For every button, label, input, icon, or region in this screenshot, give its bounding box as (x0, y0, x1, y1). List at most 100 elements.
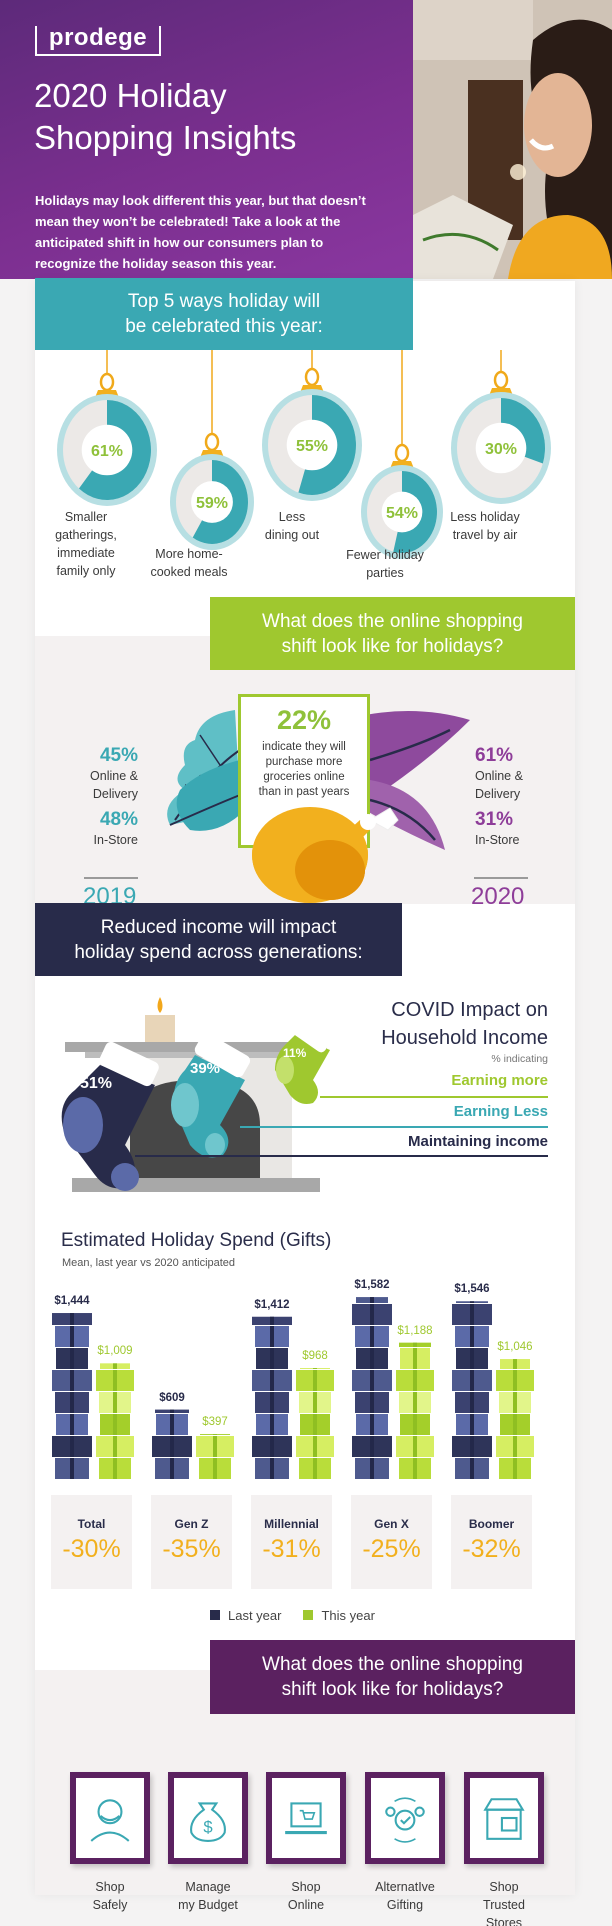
gift-ribbon (470, 1436, 474, 1457)
candle-icon (145, 997, 175, 1043)
bar-this-year (96, 1363, 134, 1479)
2020-online-label: Delivery (475, 787, 521, 801)
bar-value-label: $1,188 (397, 1324, 433, 1337)
bar-last-year (152, 1409, 192, 1479)
gift-ribbon (213, 1436, 217, 1457)
ornament-label-line: parties (366, 566, 404, 580)
tip-label: Shop Trusted Stores (459, 1878, 549, 1926)
change-pct: -32% (462, 1535, 521, 1563)
tip-label-line: my Budget (178, 1898, 238, 1912)
hero-photo (413, 0, 612, 279)
tip-label-line: Safely (92, 1898, 128, 1912)
teal-leaf-icon (167, 710, 245, 831)
gift-ribbon (370, 1370, 374, 1391)
page-title: 2020 Holiday Shopping Insights (34, 75, 394, 159)
gift-ribbon (370, 1304, 374, 1325)
bar-value-label: $397 (202, 1416, 228, 1429)
gift-ribbon (370, 1458, 374, 1479)
bar-this-year (296, 1368, 334, 1479)
gift-ribbon (370, 1348, 374, 1369)
gift-ribbon (413, 1370, 417, 1391)
ornament-label: Less dining out (237, 508, 347, 544)
ornament-label-line: immediate (57, 546, 115, 560)
generation-box: Boomer -32% (451, 1495, 532, 1589)
ornament-chart: 61% 59% 55% 54% 30% (57, 350, 551, 559)
legend-swatch (210, 1610, 220, 1620)
ornament-label: Less holiday travel by air (430, 508, 540, 544)
gift-ribbon (470, 1414, 474, 1435)
tip-label-line: Gifting (386, 1898, 424, 1912)
income-banner-line-1: Reduced income will impact (100, 916, 337, 938)
ornament-center (81, 424, 133, 476)
gift-ribbon (113, 1458, 117, 1479)
tip-label-line: Shop (489, 1880, 519, 1894)
stocking-more-pct: 11% (283, 1046, 307, 1060)
gift-ribbon (170, 1458, 174, 1479)
generation-box: Millennial -31% (251, 1495, 332, 1589)
divider (474, 877, 528, 879)
tip-label: AlternatIve Gifting (360, 1878, 450, 1914)
gift-ribbon (370, 1392, 374, 1413)
ornament-label: Fewer holiday parties (330, 546, 440, 582)
tip-label-line: Shop (291, 1880, 321, 1894)
intro-text: Holidays may look different this year, b… (35, 193, 366, 271)
chart-title: Estimated Holiday Spend (Gifts) (61, 1230, 332, 1251)
bar-this-year (396, 1342, 434, 1479)
prodege-logo: prodege (35, 26, 161, 56)
gift-ribbon (313, 1370, 317, 1391)
ornament: 54% (361, 350, 443, 559)
legend-swatch (303, 1610, 314, 1620)
tip-label-line: Online (287, 1898, 325, 1912)
tips-title-line-2: shift look like for holidays? (281, 1679, 504, 1700)
bar-value-label: $1,009 (97, 1345, 133, 1358)
ornament-center (191, 481, 233, 523)
gift-ribbon (313, 1436, 317, 1457)
gift-ribbon (513, 1392, 517, 1413)
gift-ribbon (470, 1392, 474, 1413)
change-pct: -35% (162, 1535, 221, 1563)
gift-ribbon (470, 1301, 474, 1303)
bar-value-label: $1,046 (497, 1341, 533, 1354)
gift-ribbon (313, 1392, 317, 1413)
logo-text: prodege (48, 24, 148, 51)
bar-last-year (52, 1313, 92, 1479)
chart-legend: Last year This year (210, 1608, 375, 1623)
2020-online-label: Online & (475, 769, 523, 783)
ornament-hook (493, 370, 509, 390)
chart-subtitle: Mean, last year vs 2020 anticipated (62, 1257, 236, 1269)
ornament-pct: 54% (386, 505, 418, 522)
gift-ribbon (70, 1348, 74, 1369)
laptop-cart-icon (285, 1802, 327, 1835)
legend-last-year: Last year (210, 1608, 281, 1623)
change-pct: -30% (62, 1535, 121, 1563)
category-label: Millennial (264, 1517, 319, 1531)
covid-title: COVID Impact on Household Income (381, 996, 548, 1052)
ornament: 59% (170, 350, 254, 550)
gift-ribbon (170, 1409, 174, 1413)
tip-label-line: Shop (95, 1880, 125, 1894)
purple-leaf-icon (365, 711, 470, 850)
tip-label-line: Trusted (483, 1898, 525, 1912)
gift-ribbon (270, 1316, 274, 1325)
groceries-line: than in past years (258, 786, 350, 798)
tip-label: Shop Online (261, 1878, 351, 1914)
spend-chart (52, 1297, 534, 1479)
2019-store-pct: 48% (99, 809, 138, 830)
gift-ribbon (470, 1348, 474, 1369)
gift-ribbon (513, 1359, 517, 1369)
income-banner: Reduced income will impact holiday spend … (35, 903, 402, 976)
stocking-teal-icon (171, 1033, 251, 1158)
gift-ribbon (470, 1326, 474, 1347)
gift-ribbon (513, 1436, 517, 1457)
change-pct: -25% (362, 1535, 421, 1563)
divider (84, 877, 138, 879)
ornament-label-line: More home- (155, 547, 223, 561)
gift-ribbon (113, 1370, 117, 1391)
gift-ribbon (113, 1392, 117, 1413)
gift-ribbon (70, 1414, 74, 1435)
gift-ribbon (270, 1392, 274, 1413)
gift-ribbon (270, 1326, 274, 1347)
bar-last-year (352, 1297, 392, 1479)
top5-banner: Top 5 ways holiday will be celebrated thi… (35, 278, 413, 350)
gift-ribbon (270, 1458, 274, 1479)
